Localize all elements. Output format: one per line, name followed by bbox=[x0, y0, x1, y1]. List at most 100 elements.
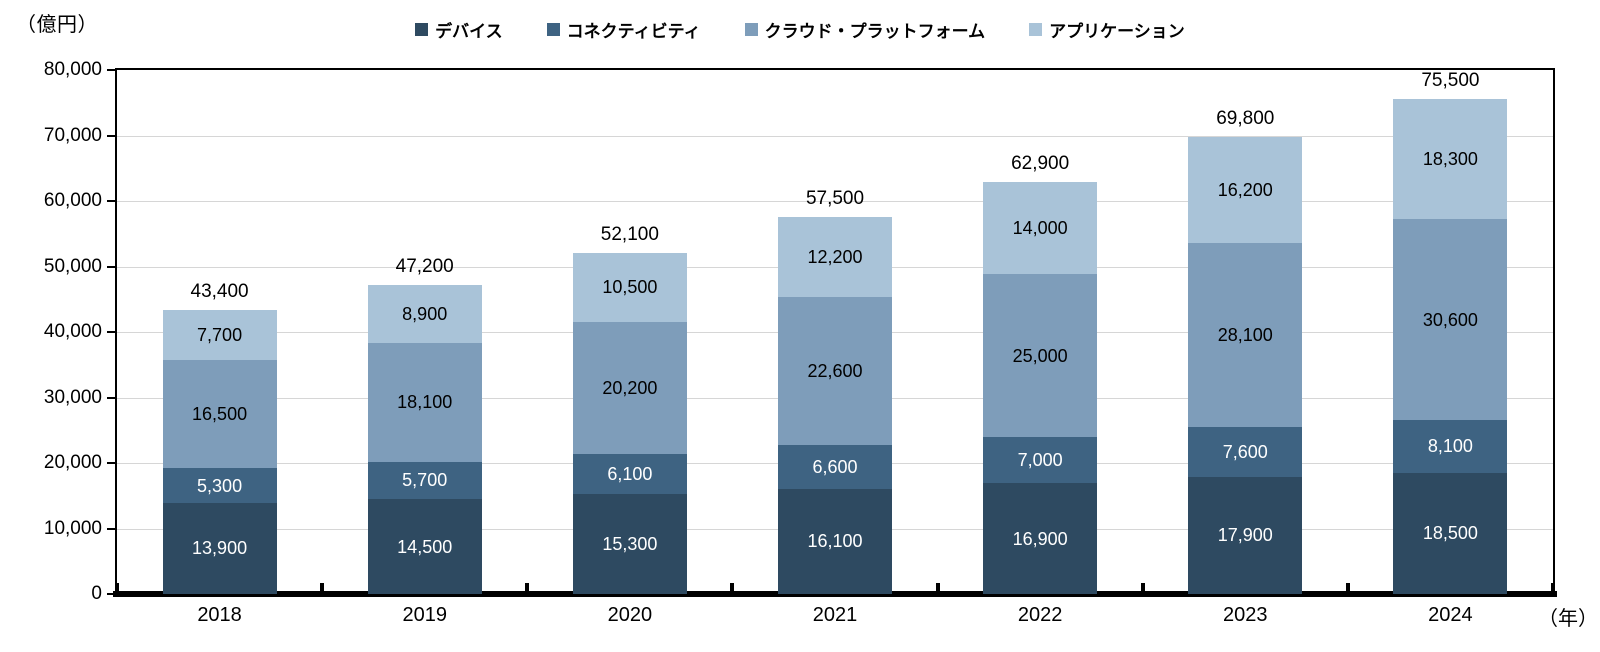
bar-2019: 14,500 5,700 18,100 8,900 bbox=[367, 284, 482, 594]
x-axis-line bbox=[113, 591, 1557, 597]
segment-2018-3: 7,700 bbox=[162, 309, 277, 361]
plot-area: 13,900 5,300 16,500 7,700 43,400 14,500 5,700 1… bbox=[117, 70, 1553, 594]
x-tick-mark bbox=[1551, 583, 1555, 591]
bar-2018: 13,900 5,300 16,500 7,700 bbox=[162, 309, 277, 594]
y-axis-line bbox=[115, 68, 117, 594]
segment-value-label: 12,200 bbox=[807, 247, 863, 268]
x-tick-mark bbox=[1140, 583, 1145, 591]
segment-2020-2: 20,200 bbox=[572, 321, 687, 454]
y-tick-mark bbox=[107, 331, 115, 333]
y-tick-label: 70,000 bbox=[43, 124, 102, 146]
segment-2020-1: 6,100 bbox=[572, 453, 687, 494]
segment-value-label: 30,600 bbox=[1422, 309, 1478, 330]
total-label-2022: 62,900 bbox=[1011, 153, 1070, 174]
segment-2021-1: 6,600 bbox=[778, 445, 892, 489]
segment-value-label: 25,000 bbox=[1012, 345, 1068, 366]
total-label-2024: 75,500 bbox=[1421, 70, 1480, 92]
segment-value-label: 18,100 bbox=[397, 392, 453, 413]
y-tick-label: 50,000 bbox=[43, 255, 102, 277]
total-label-2020: 52,100 bbox=[600, 223, 659, 245]
x-tick-mark bbox=[115, 583, 119, 591]
segment-2023-0: 17,900 bbox=[1188, 476, 1303, 594]
segment-value-label: 14,500 bbox=[397, 536, 453, 557]
segment-value-label: 5,300 bbox=[197, 475, 243, 496]
segment-value-label: 14,000 bbox=[1012, 217, 1068, 238]
segment-value-label: 15,300 bbox=[602, 533, 658, 554]
segment-2019-2: 18,100 bbox=[367, 343, 482, 462]
segment-2023-3: 16,200 bbox=[1188, 136, 1303, 243]
y-tick-mark bbox=[107, 69, 115, 71]
segment-2024-0: 18,500 bbox=[1393, 472, 1508, 594]
legend-swatch-icon bbox=[1029, 23, 1043, 36]
segment-2019-1: 5,700 bbox=[367, 461, 482, 500]
total-label-2018: 43,400 bbox=[190, 280, 249, 302]
total-label-2023: 69,800 bbox=[1216, 107, 1275, 129]
x-category-label: 2023 bbox=[1223, 604, 1268, 626]
bar-2021: 16,100 6,600 22,600 12,200 bbox=[778, 217, 892, 594]
x-tick-mark bbox=[935, 583, 940, 591]
x-axis-unit-label: （年） bbox=[1538, 608, 1598, 630]
y-tick-label: 20,000 bbox=[43, 452, 102, 473]
x-tick-mark bbox=[320, 583, 325, 591]
gridline bbox=[117, 201, 1553, 202]
segment-2023-2: 28,100 bbox=[1188, 242, 1303, 427]
segment-2024-3: 18,300 bbox=[1393, 99, 1508, 220]
legend-swatch-icon bbox=[415, 23, 429, 36]
y-tick-label: 60,000 bbox=[43, 190, 102, 211]
segment-2018-1: 5,300 bbox=[162, 468, 277, 503]
segment-value-label: 10,500 bbox=[602, 277, 658, 298]
segment-value-label: 6,100 bbox=[607, 463, 653, 484]
y-tick-mark bbox=[107, 265, 115, 268]
segment-2024-2: 30,600 bbox=[1393, 219, 1508, 420]
legend-label: コネクティビティ bbox=[566, 22, 701, 41]
y-tick-label: 80,000 bbox=[43, 59, 102, 80]
chart-legend: デバイス コネクティビティ クラウド・プラットフォーム アプリケーション bbox=[0, 17, 1600, 42]
legend-item-1: コネクティビティ bbox=[546, 17, 701, 42]
segment-value-label: 17,900 bbox=[1217, 525, 1273, 546]
segment-value-label: 5,700 bbox=[402, 470, 448, 491]
segment-2023-1: 7,600 bbox=[1188, 427, 1303, 477]
segment-2021-0: 16,100 bbox=[778, 488, 892, 594]
segment-value-label: 16,200 bbox=[1217, 179, 1273, 200]
segment-2019-0: 14,500 bbox=[367, 499, 482, 594]
legend-swatch-icon bbox=[546, 23, 560, 36]
segment-value-label: 16,100 bbox=[807, 531, 863, 552]
y-tick-label: 10,000 bbox=[43, 517, 102, 539]
x-tick-mark bbox=[730, 583, 735, 591]
x-category-label: 2018 bbox=[197, 604, 242, 626]
segment-value-label: 7,600 bbox=[1222, 441, 1268, 462]
segment-value-label: 16,900 bbox=[1012, 528, 1068, 549]
segment-2022-2: 25,000 bbox=[983, 273, 1098, 438]
segment-value-label: 28,100 bbox=[1217, 324, 1273, 345]
bar-2023: 17,900 7,600 28,100 16,200 bbox=[1188, 136, 1303, 594]
legend-item-0: デバイス bbox=[415, 17, 503, 42]
x-category-label: 2019 bbox=[402, 604, 447, 626]
y-tick-mark bbox=[107, 462, 115, 464]
segment-2018-2: 16,500 bbox=[162, 360, 277, 469]
y-tick-mark bbox=[107, 527, 115, 530]
segment-value-label: 7,000 bbox=[1017, 450, 1063, 471]
y-tick-mark bbox=[107, 593, 115, 595]
legend-label: デバイス bbox=[435, 22, 503, 41]
segment-value-label: 8,900 bbox=[402, 304, 448, 324]
segment-value-label: 16,500 bbox=[192, 404, 248, 425]
y-tick-label: 40,000 bbox=[43, 321, 102, 342]
segment-2021-3: 12,200 bbox=[778, 217, 892, 298]
segment-value-label: 6,600 bbox=[812, 456, 858, 477]
segment-value-label: 22,600 bbox=[807, 361, 863, 382]
plot-border-right bbox=[1553, 68, 1555, 594]
segment-value-label: 7,700 bbox=[197, 324, 243, 345]
legend-swatch-icon bbox=[744, 23, 758, 36]
segment-2022-1: 7,000 bbox=[983, 437, 1098, 484]
y-tick-label: 30,000 bbox=[43, 386, 102, 408]
legend-label: クラウド・プラットフォーム bbox=[764, 22, 986, 41]
segment-2021-2: 22,600 bbox=[778, 297, 892, 446]
legend-item-3: アプリケーション bbox=[1029, 17, 1185, 42]
bar-2022: 16,900 7,000 25,000 14,000 bbox=[983, 182, 1098, 594]
x-category-label: 2021 bbox=[812, 604, 858, 626]
y-tick-mark bbox=[107, 200, 115, 202]
segment-2024-1: 8,100 bbox=[1393, 419, 1508, 473]
segment-value-label: 13,900 bbox=[192, 538, 248, 559]
segment-2020-3: 10,500 bbox=[572, 252, 687, 322]
